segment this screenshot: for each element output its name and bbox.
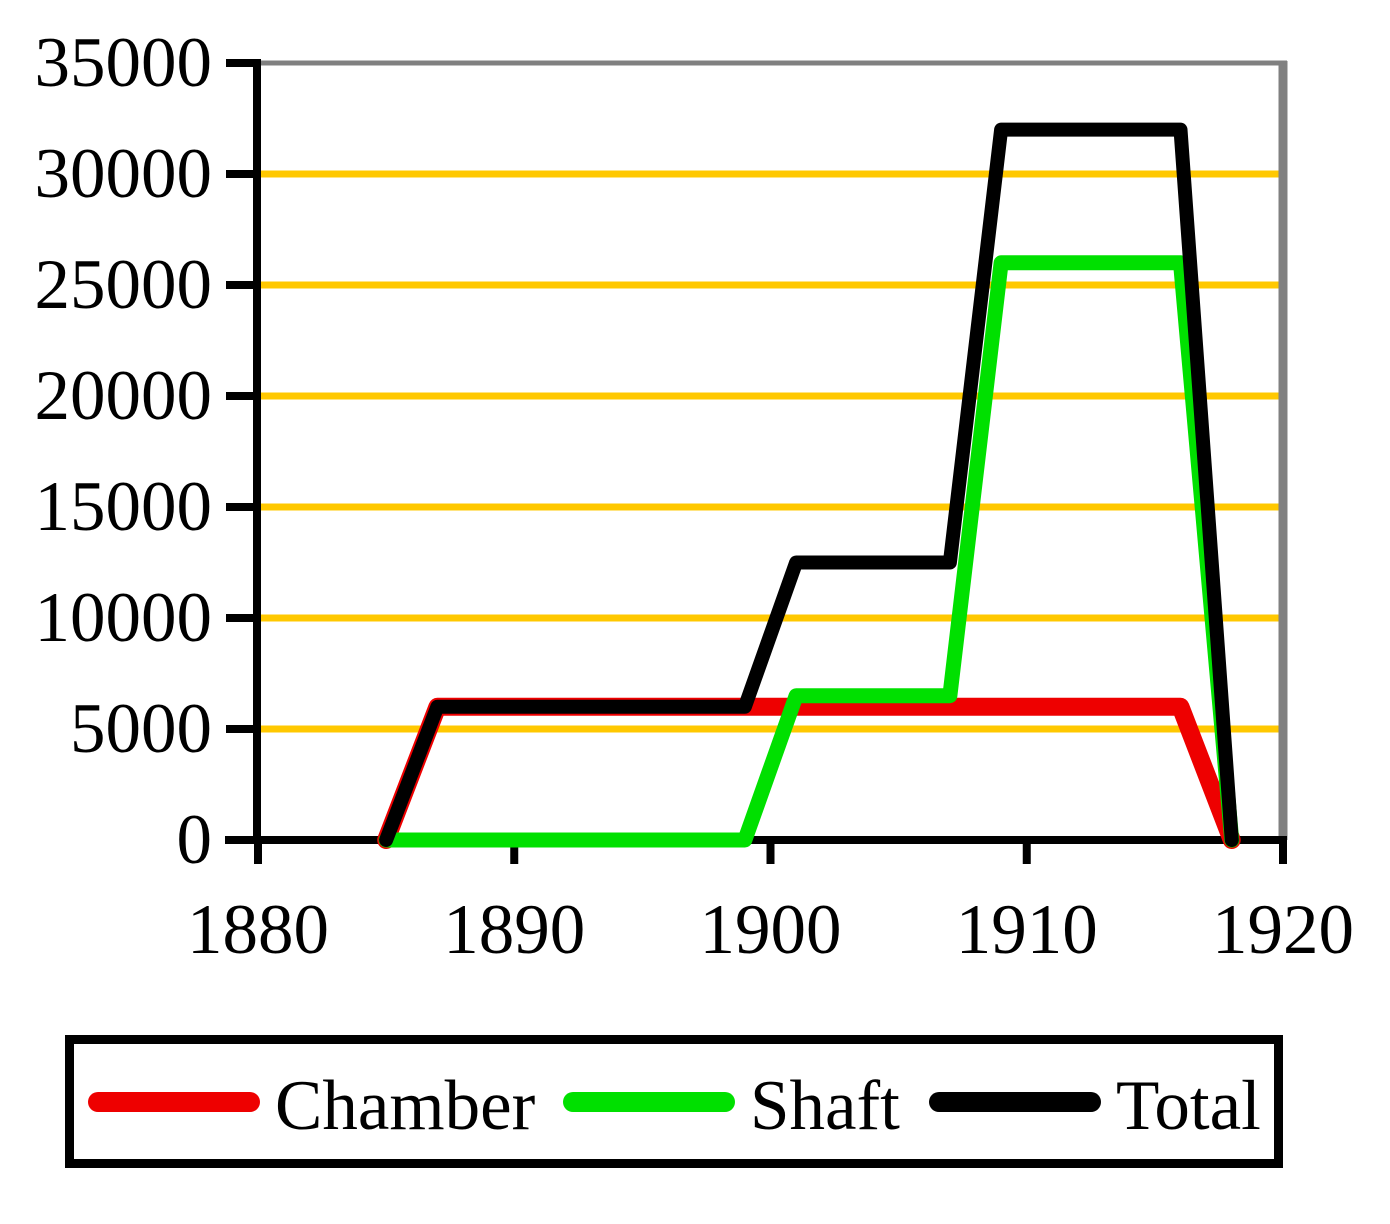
y-axis-tick-label: 35000 (34, 24, 213, 102)
x-axis-tick-label: 1880 (187, 891, 329, 969)
x-axis-tick-label: 1920 (1212, 891, 1354, 969)
y-axis-tick-label: 30000 (34, 135, 213, 213)
legend-swatch-total (929, 1091, 1101, 1112)
legend-label-shaft: Shaft (750, 1067, 900, 1145)
y-axis-tick-label: 0 (176, 801, 213, 879)
legend-label-chamber: Chamber (275, 1067, 536, 1145)
y-axis-tick-label: 10000 (34, 579, 213, 657)
legend-item-chamber: Chamber (88, 1044, 535, 1159)
x-axis-tick-label: 1900 (699, 891, 842, 969)
y-axis-tick-label: 5000 (70, 690, 212, 768)
x-axis-tick-label: 1910 (955, 891, 1098, 969)
y-axis-tick-label: 15000 (34, 468, 213, 546)
series-line-total (379, 122, 1239, 847)
y-axis-tick-label: 25000 (34, 246, 213, 324)
legend-swatch-chamber (88, 1091, 260, 1112)
legend-swatch-shaft (563, 1091, 735, 1112)
legend-item-total: Total (929, 1044, 1261, 1159)
legend-label-total: Total (1116, 1067, 1261, 1145)
series-line-shaft (378, 255, 1240, 848)
x-axis-tick-label: 1890 (443, 891, 586, 969)
legend-item-shaft: Shaft (563, 1044, 900, 1159)
y-axis-tick-label: 20000 (34, 357, 213, 435)
legend: Chamber Shaft Total (65, 1035, 1283, 1168)
